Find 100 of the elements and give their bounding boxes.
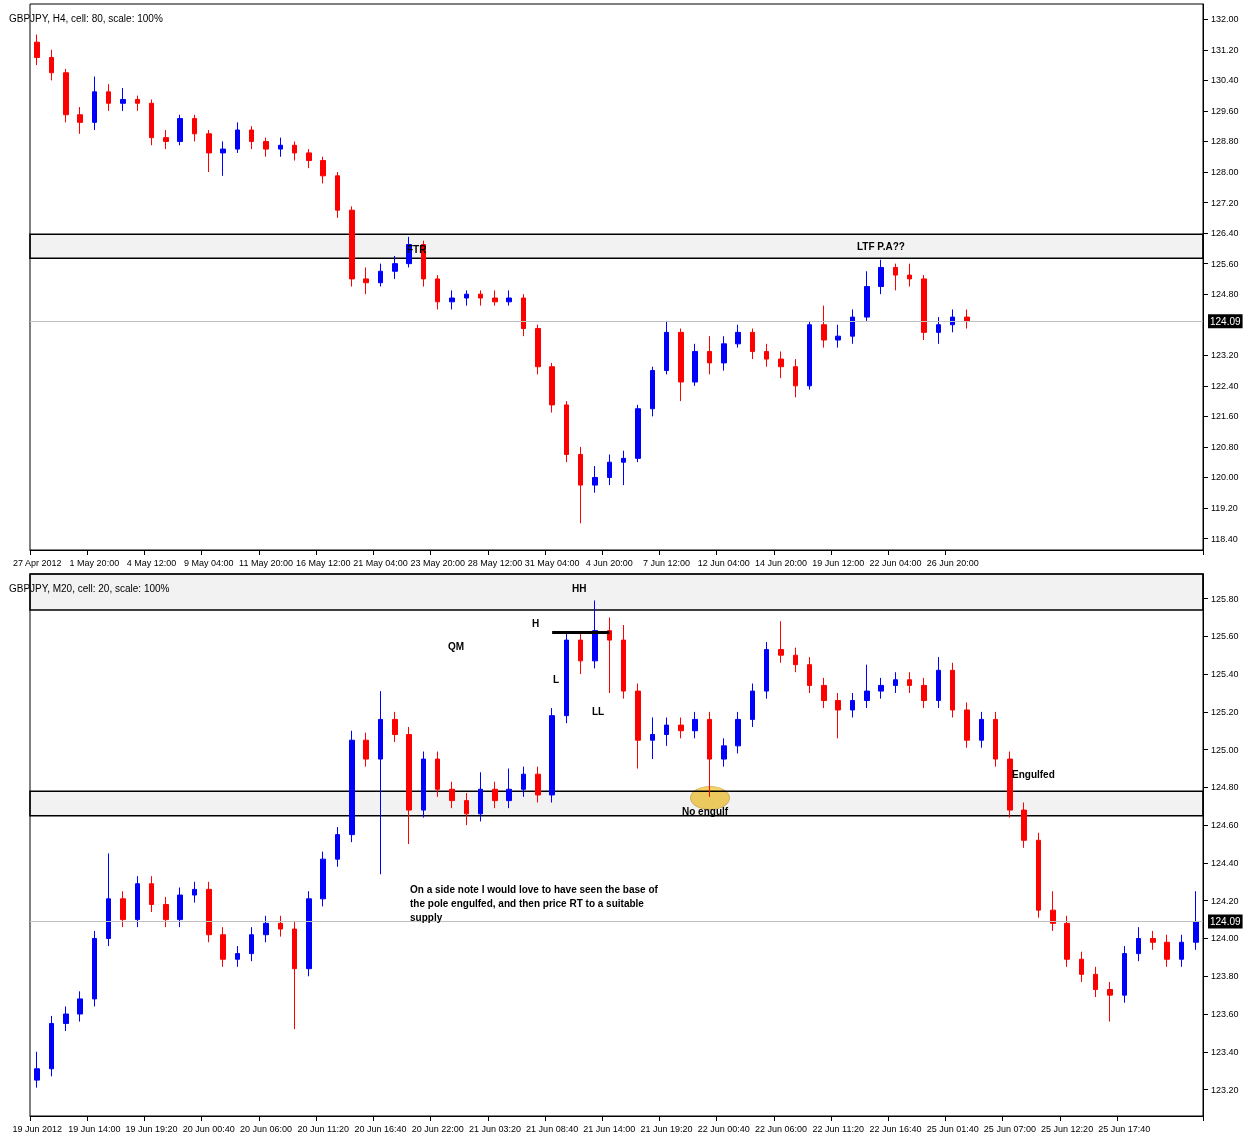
candlestick [1150, 930, 1156, 951]
candlestick [1093, 966, 1098, 998]
annotation: LL [592, 705, 605, 717]
candlestick [807, 320, 812, 391]
y-tick-label: 125.80 [1211, 593, 1239, 604]
candlestick [349, 730, 355, 843]
candlestick [249, 926, 254, 962]
x-tick-label: 14 Jun 20:00 [754, 557, 808, 568]
x-tick-label: 9 May 04:00 [184, 557, 234, 568]
annotation: On a side note I would love to have seen the base of the pole engulfed, and then price RT to a suitable supply [410, 883, 661, 923]
candlestick [435, 751, 440, 798]
candlestick [878, 677, 884, 700]
candlestick [893, 263, 898, 291]
y-tick-label: 132.00 [1211, 14, 1239, 25]
candlestick [34, 1051, 40, 1089]
annotation: QM [448, 640, 465, 652]
ref-line-label: 124.09 [1210, 915, 1242, 927]
x-tick-label: 1 May 20:00 [69, 557, 120, 568]
candlestick [607, 454, 612, 486]
y-tick-label: 125.20 [1211, 706, 1239, 717]
x-tick-label: 21 Jun 19:20 [640, 1123, 693, 1134]
x-tick-label: 22 Jun 16:40 [869, 1123, 922, 1134]
candlestick [263, 915, 269, 943]
candlestick [1021, 802, 1027, 849]
candlestick [778, 620, 784, 664]
candlestick [49, 1015, 54, 1077]
candlestick [349, 205, 355, 288]
candlestick [864, 270, 870, 322]
candlestick [492, 289, 498, 307]
candlestick [220, 140, 226, 177]
x-tick-label: 11 May 20:00 [239, 557, 293, 568]
candlestick [578, 446, 583, 524]
candlestick [1036, 832, 1041, 919]
y-tick-label: 125.00 [1211, 744, 1239, 755]
x-tick-label: 28 May 12:00 [467, 557, 523, 568]
x-tick-label: 19 Jun 12:00 [812, 557, 865, 568]
x-tick-label: 21 Jun 08:40 [526, 1123, 579, 1134]
x-tick-label: 20 Jun 16:40 [354, 1123, 407, 1134]
candlestick [664, 320, 669, 375]
x-tick-label: 4 Jun 20:00 [585, 557, 633, 568]
candlestick [721, 335, 727, 372]
candlestick [435, 274, 440, 310]
candlestick [564, 632, 569, 724]
x-tick-label: 21 Jun 14:00 [583, 1123, 636, 1134]
candlestick [1064, 915, 1070, 968]
candlestick [506, 768, 512, 809]
candlestick [549, 362, 555, 414]
candlestick [1164, 934, 1170, 968]
y-tick-label: 124.00 [1211, 933, 1239, 944]
candlestick [120, 890, 126, 928]
candlestick [506, 289, 512, 307]
candlestick [135, 95, 140, 112]
x-tick-label: 20 Jun 11:20 [297, 1123, 349, 1134]
x-tick-label: 22 Jun 06:00 [754, 1123, 808, 1134]
y-tick-label: 122.40 [1211, 380, 1239, 391]
candlestick [592, 599, 598, 669]
candlestick [335, 171, 340, 219]
x-tick-label: 23 May 20:00 [410, 557, 465, 568]
candlestick [793, 647, 798, 673]
candlestick [1122, 945, 1127, 1004]
y-tick-label: 128.00 [1211, 167, 1239, 177]
x-tick-label: 16 May 12:00 [295, 557, 351, 568]
candlestick [807, 656, 812, 694]
candlestick [206, 881, 212, 943]
y-tick-label: 126.40 [1211, 228, 1239, 239]
candlestick [778, 350, 784, 379]
x-tick-label: 7 Jun 12:00 [643, 557, 691, 568]
candlestick [49, 49, 54, 81]
candlestick [707, 335, 712, 375]
y-tick-label: 125.60 [1211, 258, 1239, 269]
candlestick [63, 1005, 69, 1032]
candlestick [578, 632, 583, 675]
candlestick [793, 358, 798, 398]
annotation: No engulf [682, 805, 729, 817]
candlestick [106, 853, 111, 947]
y-tick-label: 129.60 [1211, 105, 1239, 116]
candlestick [850, 308, 855, 345]
candlestick [950, 308, 955, 333]
y-tick-label: 124.40 [1211, 857, 1239, 868]
y-tick-label: 120.00 [1211, 472, 1239, 483]
candlestick [764, 343, 769, 368]
candlestick [592, 465, 598, 494]
candlestick [278, 915, 283, 938]
x-tick-label: 19 Jun 2012 [12, 1123, 62, 1134]
candlestick [521, 766, 526, 798]
candlestick [1136, 926, 1141, 962]
candlestick [421, 751, 426, 819]
candlestick [363, 266, 369, 295]
x-tick-label: 26 Jun 20:00 [926, 557, 979, 568]
candlestick [664, 717, 669, 747]
candlestick [378, 263, 383, 288]
candlestick [263, 137, 269, 158]
x-tick-label: 4 May 12:00 [126, 557, 177, 568]
x-tick-label: 25 Jun 07:00 [983, 1123, 1036, 1134]
candlestick [406, 726, 412, 845]
y-tick-label: 130.40 [1211, 75, 1239, 86]
candlestick [721, 737, 727, 768]
candlestick [921, 274, 927, 341]
candlestick [1007, 751, 1013, 819]
candlestick [464, 792, 469, 826]
